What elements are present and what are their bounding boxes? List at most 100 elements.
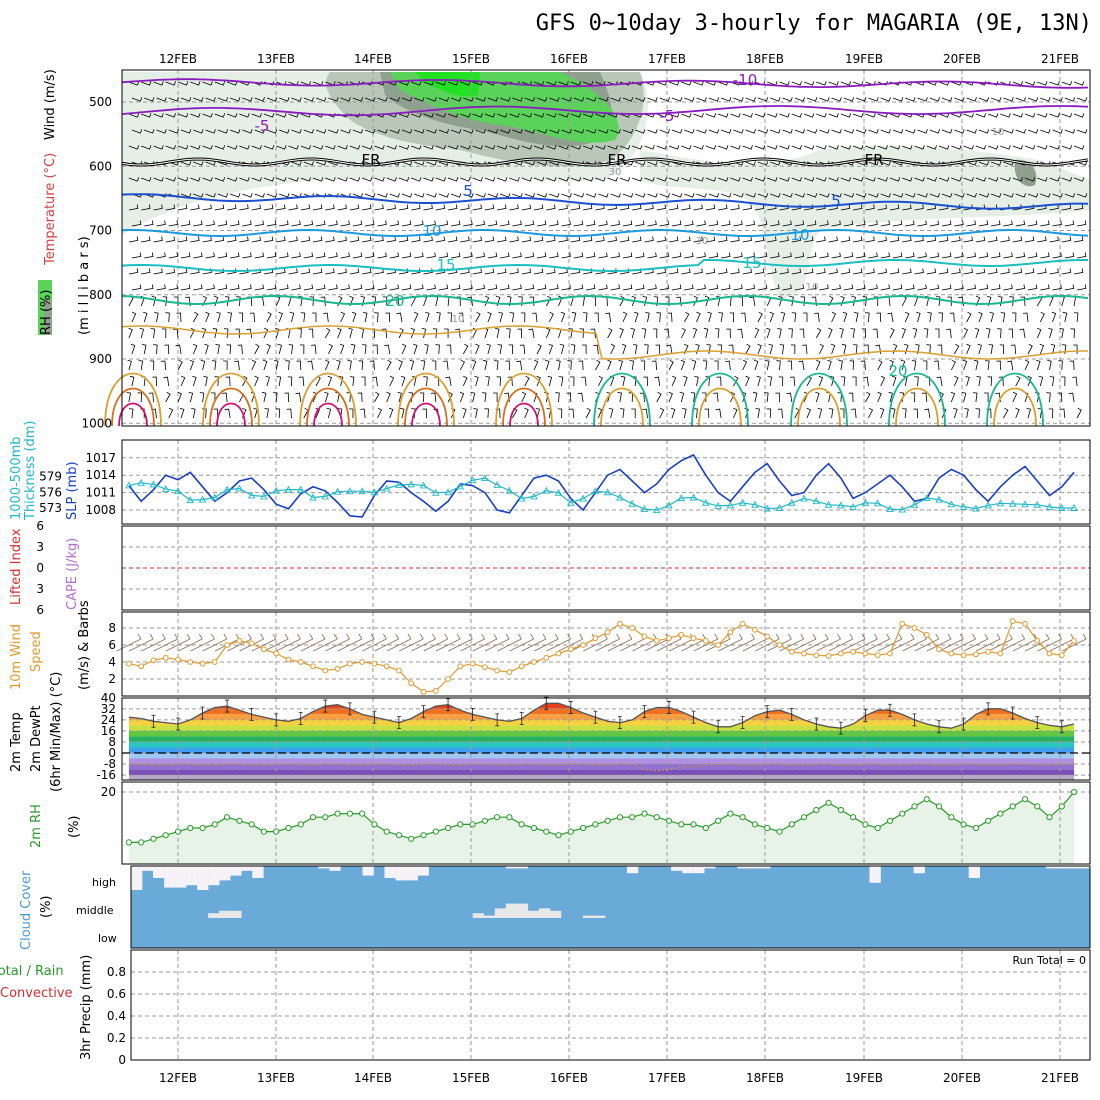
upper-wind-barb	[954, 193, 965, 198]
upper-wind-barb	[779, 113, 790, 118]
upper-wind-barb	[521, 268, 532, 275]
upper-wind-barb	[987, 113, 999, 118]
rh2m-marker	[911, 803, 918, 810]
cloud-middle-bar	[472, 913, 484, 918]
upper-wind-barb	[362, 344, 367, 355]
upper-wind-barb	[156, 220, 166, 227]
upper-wind-barb	[593, 344, 599, 355]
wind10m-marker	[1071, 637, 1077, 644]
upper-wind-barb	[475, 220, 485, 227]
wind10m-barb	[1000, 633, 1026, 652]
bottom-date-label: 16FEB	[550, 1071, 588, 1085]
upper-wind-barb	[729, 312, 735, 323]
upper-wind-barb	[651, 360, 658, 371]
upper-wind-barb	[644, 344, 649, 355]
upper-wind-barb	[484, 408, 489, 419]
upper-wind-barb	[500, 220, 510, 227]
upper-wind-barb	[708, 193, 720, 198]
upper-wind-barb	[880, 220, 890, 227]
upper-wind-barb	[745, 252, 755, 259]
upper-wind-barb	[924, 408, 931, 419]
upper-wind-barb	[619, 327, 624, 339]
upper-wind-barb	[954, 284, 964, 291]
upper-wind-barb	[975, 113, 987, 118]
upper-wind-barb	[300, 204, 311, 211]
wind10m-marker	[248, 640, 255, 647]
upper-wind-barb	[716, 376, 722, 387]
upper-wind-barb	[168, 407, 174, 419]
rh2m-marker	[506, 814, 513, 821]
upper-wind-barb	[1022, 312, 1029, 323]
wind10m-marker	[494, 667, 501, 674]
upper-wind-barb	[401, 284, 412, 291]
thickness-marker	[579, 494, 587, 502]
upper-wind-barb	[856, 252, 866, 259]
upper-wind-barb	[659, 220, 670, 227]
upper-wind-barb	[717, 177, 729, 182]
temp-minmax-bar	[1059, 720, 1064, 734]
upper-wind-barb	[278, 311, 283, 323]
upper-wind-barb	[361, 145, 373, 150]
thickness-marker	[1033, 500, 1042, 508]
upper-wind-barb	[693, 204, 703, 211]
upper-wind-barb	[561, 193, 572, 198]
upper-wind-barb	[521, 113, 532, 118]
wind10m-marker	[359, 659, 366, 665]
upper-wind-barb	[671, 284, 682, 291]
thickness-marker	[530, 492, 538, 500]
upper-wind-barb	[619, 145, 631, 150]
upper-wind-barb	[705, 81, 717, 86]
wind-tick-label: 4	[108, 655, 116, 669]
upper-wind-barb	[915, 344, 920, 355]
upper-wind-barb	[1049, 268, 1059, 275]
wind10m-marker	[273, 650, 280, 657]
upper-wind-barb	[577, 392, 584, 403]
upper-wind-barb	[966, 193, 977, 198]
isotherm-label: 15	[436, 256, 455, 274]
upper-wind-barb	[1003, 129, 1014, 134]
upper-wind-barb	[312, 204, 323, 211]
upper-wind-barb	[484, 268, 495, 275]
upper-wind-barb	[996, 360, 1001, 371]
thickness-panel-frame	[121, 439, 1091, 525]
wind10m-marker	[162, 654, 169, 661]
thickness-marker	[652, 506, 661, 514]
upper-wind-barb	[509, 177, 520, 182]
upper-wind-barb	[583, 236, 593, 243]
wind10m-marker	[985, 648, 991, 655]
wind10m-barb	[718, 633, 743, 652]
upper-wind-barb	[289, 311, 295, 323]
upper-wind-barb	[941, 284, 952, 291]
rh2m-marker	[567, 828, 574, 835]
upper-wind-barb	[987, 376, 993, 387]
upper-wind-barb	[150, 328, 156, 339]
cloud-middle-bar	[208, 913, 220, 918]
upper-wind-barb	[780, 311, 786, 323]
upper-wind-barb	[1059, 328, 1064, 339]
upper-wind-barb	[922, 360, 928, 371]
upper-wind-barb	[767, 268, 777, 275]
upper-wind-barb	[153, 81, 164, 86]
upper-wind-barb	[236, 296, 241, 307]
upper-wind-barb	[386, 236, 396, 243]
temp-minmax-bar	[495, 713, 500, 727]
thickness-marker	[591, 487, 600, 495]
upper-wind-barb	[205, 161, 216, 166]
thickness-marker	[346, 487, 354, 495]
upper-wind-barb	[917, 252, 927, 259]
upper-wind-barb	[298, 296, 303, 307]
upper-wind-barb	[168, 252, 179, 259]
upper-wind-barb	[782, 97, 793, 102]
upper-wind-barb	[472, 81, 483, 86]
rh2m-marker	[125, 839, 132, 846]
upper-wind-barb	[1027, 129, 1039, 134]
upper-wind-barb	[487, 129, 499, 134]
upper-wind-barb	[831, 129, 842, 134]
upper-wind-barb	[1024, 359, 1030, 371]
upper-wind-barb	[737, 328, 743, 339]
upper-wind-barb	[154, 312, 159, 323]
upper-wind-barb	[144, 129, 155, 134]
upper-wind-barb	[1046, 392, 1051, 403]
upper-wind-barb	[684, 193, 695, 198]
